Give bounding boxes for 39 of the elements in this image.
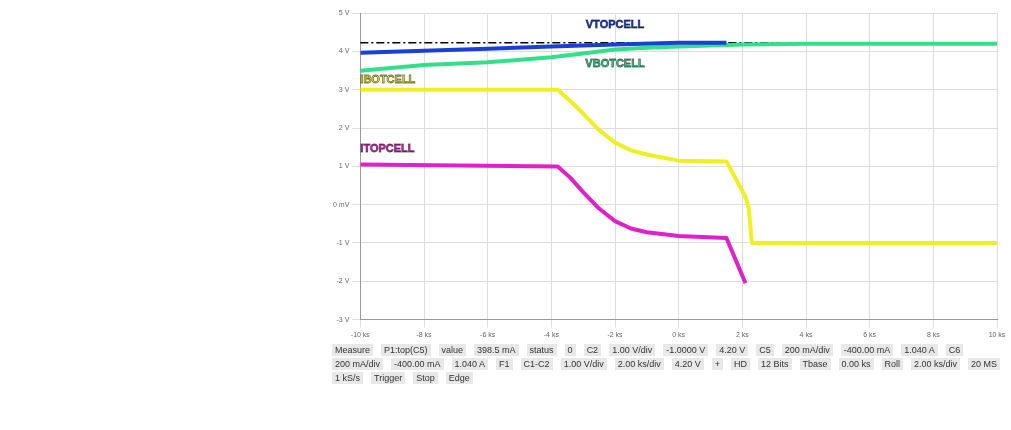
text: P1:top(C5) bbox=[381, 344, 431, 356]
text: 0.00 ks bbox=[838, 358, 874, 370]
text: value bbox=[438, 344, 467, 356]
text: 1.00 V/div bbox=[609, 344, 656, 356]
series-label: ITOPCELL bbox=[360, 142, 415, 155]
text: 1.040 A bbox=[901, 344, 938, 356]
text: 1.00 V/div bbox=[560, 358, 607, 370]
text: C2 bbox=[583, 344, 602, 356]
text: Roll bbox=[881, 358, 904, 370]
series-label: IBOTCELL bbox=[360, 73, 416, 86]
text: status bbox=[526, 344, 557, 356]
text: 20 MS bbox=[968, 358, 1001, 370]
text: Measure bbox=[332, 344, 374, 356]
text: C5 bbox=[756, 344, 774, 356]
text: 4.20 V bbox=[671, 358, 704, 370]
text: F1 bbox=[496, 358, 513, 370]
text: C6 bbox=[945, 344, 964, 356]
text: -1.0000 V bbox=[663, 344, 709, 356]
text: 2.00 ks/div bbox=[614, 358, 664, 370]
text: -400.00 mA bbox=[840, 344, 894, 356]
text: + bbox=[711, 358, 723, 370]
series-label: VBOTCELL bbox=[585, 57, 645, 70]
text: 200 mA/div bbox=[781, 344, 833, 356]
text: 398.5 mA bbox=[474, 344, 519, 356]
text: 200 mA/div bbox=[332, 358, 384, 370]
text: Edge bbox=[445, 372, 473, 384]
text: 1.040 A bbox=[451, 358, 489, 370]
text: Trigger bbox=[371, 372, 406, 384]
text: C1-C2 bbox=[520, 358, 553, 370]
text: 1 kS/s bbox=[332, 372, 364, 384]
text: 2.00 ks/div bbox=[911, 358, 961, 370]
text: Stop bbox=[413, 372, 438, 384]
series-label: VTOPCELL bbox=[585, 18, 645, 31]
text: HD bbox=[730, 358, 750, 370]
text: 12 Bits bbox=[757, 358, 792, 370]
text: 0 bbox=[564, 344, 576, 356]
text: -400.00 mA bbox=[391, 358, 444, 370]
text: 4.20 V bbox=[716, 344, 749, 356]
text: Tbase bbox=[799, 358, 831, 370]
